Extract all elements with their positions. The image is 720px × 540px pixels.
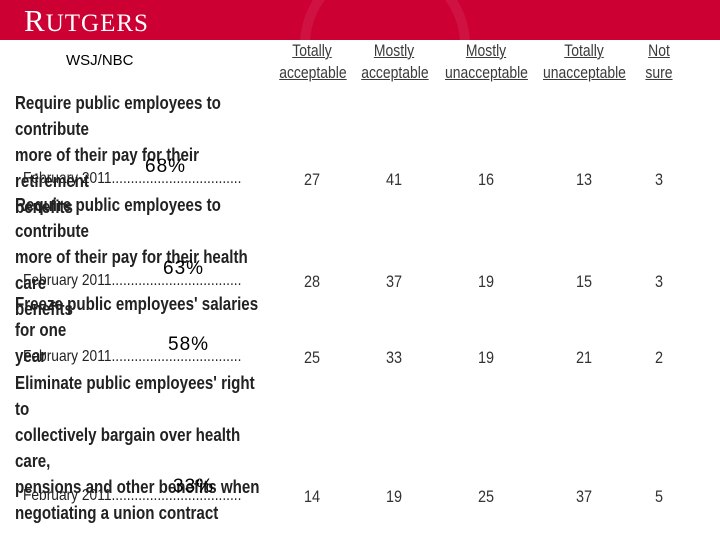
question-date: February 2011...........................… [23,487,242,504]
column-header-totally-unacceptable: Totally unacceptable [543,41,626,82]
column-header-mostly-acceptable: Mostly acceptable [361,41,429,82]
question-date: February 2011...........................… [23,170,242,187]
value-cell: 19 [477,348,495,367]
highlight-percent: 33% [173,476,215,497]
value-cell: 13 [575,170,593,189]
source-label: WSJ/NBC [66,52,134,69]
value-cell: 25 [303,348,321,367]
question-text: Require public employees to contribute m… [15,93,221,217]
question-text: Freeze public employees' salaries for on… [15,294,259,366]
value-cell: 41 [385,170,403,189]
highlight-percent: 63% [163,258,205,279]
value-cell: 19 [477,272,495,291]
value-cell: 37 [575,487,593,506]
value-cell: 33 [385,348,403,367]
value-cell: 21 [575,348,593,367]
question-text: Eliminate public employees' right to col… [15,373,260,523]
question-date: February 2011...........................… [23,348,242,365]
question-date: February 2011...........................… [23,272,242,289]
value-cell: 25 [477,487,495,506]
value-cell: 5 [654,487,664,506]
value-cell: 27 [303,170,321,189]
header-bar: RUTGERS [0,0,720,40]
value-cell: 19 [385,487,403,506]
value-cell: 3 [654,272,664,291]
column-header-totally-acceptable: Totally acceptable [279,41,347,82]
column-header-not-sure: Not sure [645,41,673,82]
question-text: Require public employees to contribute m… [15,195,248,319]
value-cell: 37 [385,272,403,291]
rutgers-logo: RUTGERS [24,3,149,38]
column-header-mostly-unacceptable: Mostly unacceptable [445,41,528,82]
value-cell: 15 [575,272,593,291]
value-cell: 28 [303,272,321,291]
highlight-percent: 58% [168,334,210,355]
value-cell: 2 [654,348,664,367]
value-cell: 14 [303,487,321,506]
highlight-percent: 68% [145,156,187,177]
seal-watermark [300,0,470,40]
value-cell: 3 [654,170,664,189]
value-cell: 16 [477,170,495,189]
